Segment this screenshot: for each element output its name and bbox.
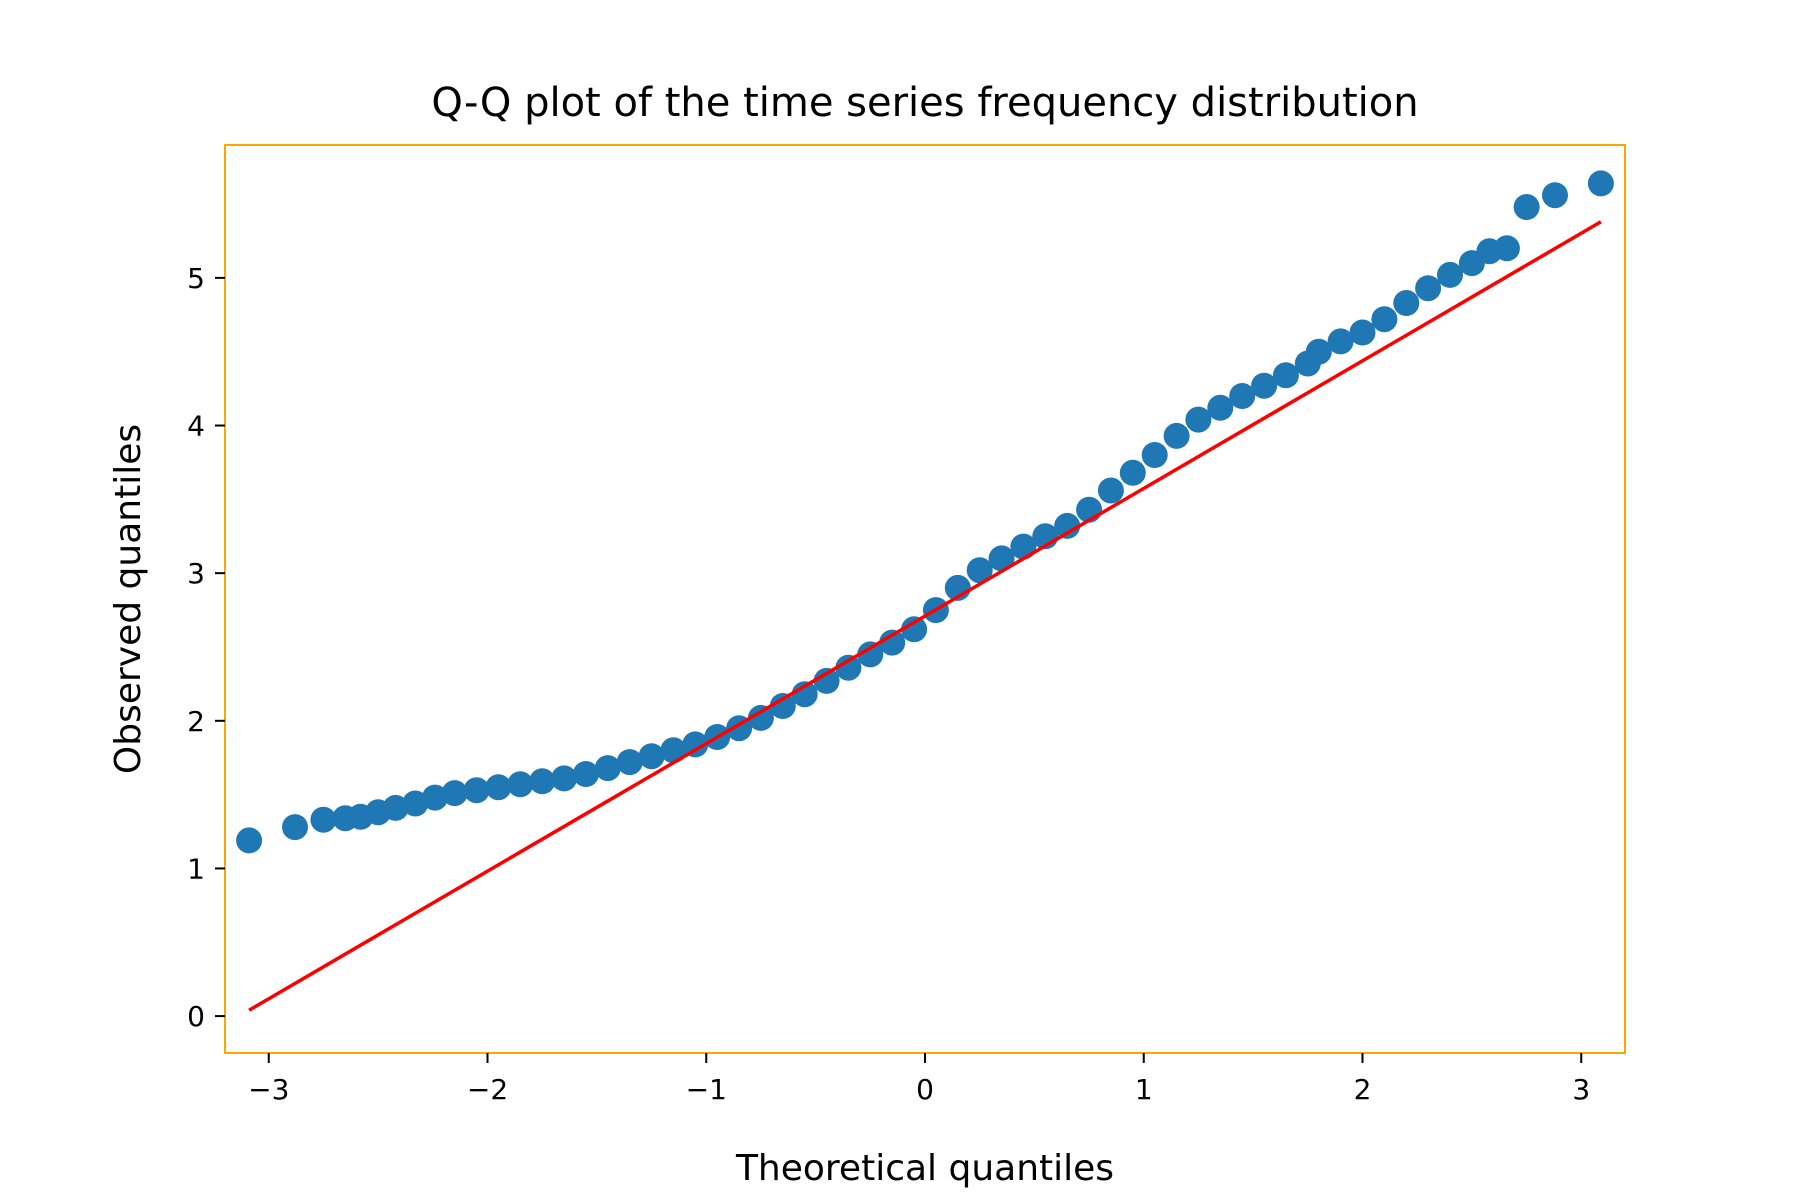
data-point — [1327, 328, 1354, 355]
data-point — [682, 731, 709, 758]
data-point — [857, 641, 884, 668]
data-point — [638, 743, 665, 770]
x-tick-label: −2 — [467, 1073, 508, 1106]
data-point — [813, 667, 840, 694]
data-point — [572, 761, 599, 787]
y-tick-label: 1 — [187, 852, 205, 885]
y-axis: 0 1 2 3 4 5 — [187, 262, 225, 1033]
data-point — [441, 780, 468, 807]
data-point — [551, 765, 578, 792]
data-point — [1305, 338, 1332, 365]
plot-background — [225, 145, 1625, 1053]
y-tick-label: 5 — [187, 262, 205, 295]
data-point — [791, 681, 818, 708]
data-point — [901, 616, 928, 643]
data-point — [660, 737, 687, 764]
y-tick-label: 4 — [187, 410, 205, 443]
y-tick-label: 0 — [187, 1000, 205, 1033]
y-tick-label: 3 — [187, 557, 205, 590]
data-point — [1119, 459, 1146, 486]
x-axis-label: Theoretical quantiles — [735, 1148, 1114, 1189]
plot-area — [224, 144, 1626, 1054]
data-point — [310, 806, 337, 833]
data-point — [1371, 306, 1398, 333]
data-point — [282, 814, 308, 841]
data-point — [1097, 477, 1124, 504]
data-point — [1207, 394, 1234, 421]
x-tick-label: 3 — [1572, 1073, 1590, 1106]
data-point — [507, 771, 534, 798]
x-tick-label: 1 — [1135, 1073, 1153, 1106]
data-point — [1393, 290, 1420, 316]
fit-line — [248, 220, 1602, 1012]
data-point — [1415, 275, 1442, 302]
data-point — [422, 784, 448, 811]
x-tick-label: 2 — [1354, 1073, 1372, 1106]
data-point — [463, 777, 490, 804]
x-axis: −3 −2 −1 0 1 2 3 — [248, 1053, 1590, 1106]
data-point — [966, 557, 993, 584]
data-point — [485, 774, 512, 801]
data-point — [769, 693, 796, 719]
data-points-layer — [236, 170, 1614, 854]
data-point — [529, 768, 556, 795]
data-point — [747, 704, 774, 731]
fit-line-layer — [248, 220, 1602, 1012]
chart-title: Q-Q plot of the time series frequency di… — [431, 80, 1418, 126]
y-tick-label: 2 — [187, 705, 205, 738]
data-point — [1349, 319, 1376, 346]
data-point — [402, 790, 429, 817]
data-point — [1493, 235, 1520, 262]
data-point — [1251, 372, 1278, 399]
data-point — [616, 749, 643, 776]
data-point — [1513, 194, 1540, 220]
data-point — [1054, 512, 1081, 539]
data-point — [236, 827, 263, 854]
data-point — [594, 755, 621, 782]
y-axis-label: Observed quantiles — [108, 424, 149, 774]
x-tick-label: −1 — [686, 1073, 727, 1106]
x-tick-label: −3 — [248, 1073, 289, 1106]
data-point — [1163, 422, 1190, 449]
data-point — [1437, 261, 1463, 288]
data-point — [1272, 362, 1299, 389]
data-point — [1185, 406, 1212, 433]
data-point — [835, 654, 862, 681]
data-point — [879, 629, 906, 656]
data-point — [1587, 170, 1614, 197]
data-point — [1141, 442, 1168, 468]
data-point — [988, 545, 1015, 572]
data-point — [382, 794, 409, 821]
data-point — [1542, 182, 1568, 209]
x-tick-label: 0 — [916, 1073, 934, 1106]
data-point — [1229, 383, 1256, 409]
